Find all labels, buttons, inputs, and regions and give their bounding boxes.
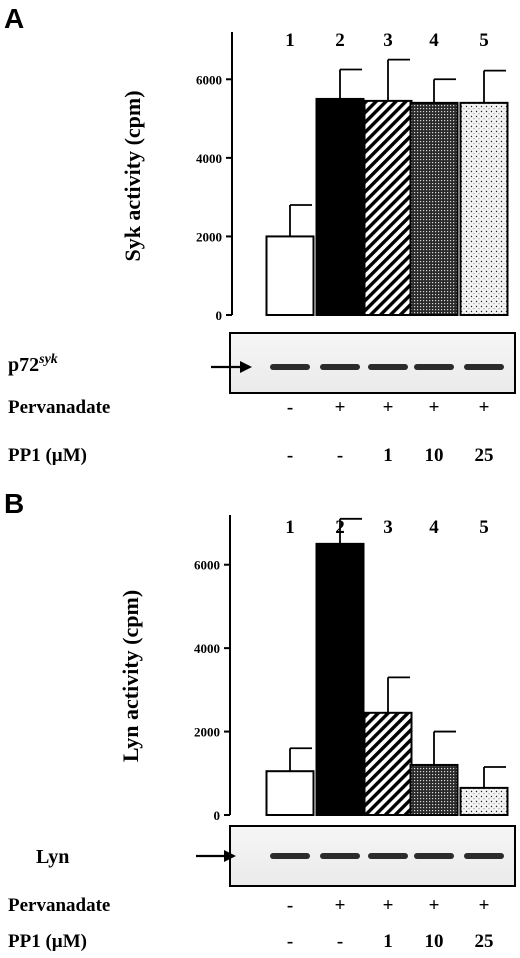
lane-number: 5 bbox=[479, 30, 489, 51]
y-tick-label: 0 bbox=[216, 308, 223, 323]
treatment-value: 1 bbox=[383, 445, 393, 466]
y-tick-label: 2000 bbox=[196, 229, 222, 244]
treatment-value: + bbox=[429, 397, 440, 418]
blot-label-sup: syk bbox=[38, 352, 58, 367]
panel-letter: A bbox=[4, 3, 24, 34]
treatment-value: 10 bbox=[425, 931, 444, 952]
bar bbox=[459, 786, 509, 817]
treatment-value: - bbox=[287, 895, 293, 916]
y-axis-label: Syk activity (cpm) bbox=[120, 90, 145, 261]
bar bbox=[363, 99, 413, 317]
lane-number: 1 bbox=[285, 30, 295, 51]
treatment-label: PP1 (µM) bbox=[8, 445, 87, 466]
blot-label-main: p72 bbox=[8, 354, 39, 376]
lane-number: 4 bbox=[429, 517, 439, 538]
lane-number: 1 bbox=[285, 517, 295, 538]
treatment-value: - bbox=[287, 397, 293, 418]
blot-band bbox=[464, 364, 504, 370]
blot-arrowhead-icon bbox=[240, 361, 252, 373]
blot-band bbox=[320, 364, 360, 370]
blot-band bbox=[270, 853, 310, 859]
treatment-value: - bbox=[337, 931, 343, 952]
y-tick-label: 2000 bbox=[194, 725, 220, 740]
blot-label: Lyn bbox=[36, 846, 69, 868]
y-tick-label: 6000 bbox=[196, 72, 222, 87]
panel-letter: B bbox=[4, 488, 24, 519]
treatment-value: + bbox=[335, 397, 346, 418]
blot-arrowhead-icon bbox=[224, 850, 236, 862]
blot-label-main: Lyn bbox=[36, 846, 69, 868]
lane-number: 3 bbox=[383, 517, 393, 538]
lane-number: 3 bbox=[383, 30, 393, 51]
y-tick-label: 0 bbox=[214, 808, 221, 823]
treatment-value: + bbox=[479, 895, 490, 916]
blot-band bbox=[414, 853, 454, 859]
bar bbox=[265, 235, 315, 316]
treatment-value: - bbox=[287, 445, 293, 466]
treatment-value: + bbox=[479, 397, 490, 418]
treatment-value: 1 bbox=[383, 931, 393, 952]
blot-band bbox=[320, 853, 360, 859]
y-tick-label: 4000 bbox=[194, 641, 220, 656]
lane-number: 4 bbox=[429, 30, 439, 51]
treatment-value: 10 bbox=[425, 445, 444, 466]
blot-band bbox=[368, 853, 408, 859]
y-axis-label: Lyn activity (cpm) bbox=[118, 590, 143, 762]
y-tick-label: 4000 bbox=[196, 151, 222, 166]
blot-band bbox=[414, 364, 454, 370]
treatment-value: - bbox=[337, 445, 343, 466]
panel-a: A Syk activity (cpm) 1 2 3 4 5 0 2000 4000 6000… bbox=[4, 3, 516, 466]
treatment-value: 25 bbox=[475, 445, 494, 466]
bar bbox=[459, 101, 509, 316]
treatment-value: + bbox=[383, 397, 394, 418]
bar bbox=[265, 770, 315, 817]
blot-band bbox=[464, 853, 504, 859]
bar bbox=[315, 542, 365, 816]
lane-number: 5 bbox=[479, 517, 489, 538]
blot-frame bbox=[229, 332, 516, 394]
lane-number: 2 bbox=[335, 30, 345, 51]
treatment-label: Pervanadate bbox=[8, 895, 110, 916]
treatment-label: PP1 (µM) bbox=[8, 931, 87, 952]
treatment-value: + bbox=[383, 895, 394, 916]
treatment-label: Pervanadate bbox=[8, 397, 110, 418]
y-tick-label: 6000 bbox=[194, 558, 220, 573]
blot-band bbox=[270, 364, 310, 370]
bar bbox=[363, 711, 413, 816]
blot-label: p72syk bbox=[8, 352, 58, 376]
blot-band bbox=[368, 364, 408, 370]
bar bbox=[315, 97, 365, 316]
treatment-value: 25 bbox=[475, 931, 494, 952]
bar bbox=[409, 101, 459, 316]
treatment-value: + bbox=[429, 895, 440, 916]
treatment-value: - bbox=[287, 931, 293, 952]
treatment-value: + bbox=[335, 895, 346, 916]
bar bbox=[409, 763, 459, 817]
